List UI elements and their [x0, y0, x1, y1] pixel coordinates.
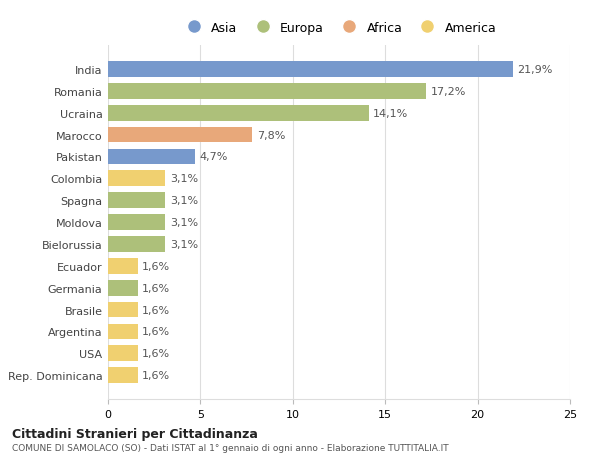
- Text: 1,6%: 1,6%: [142, 283, 170, 293]
- Bar: [108, 258, 137, 274]
- Text: 21,9%: 21,9%: [517, 65, 553, 75]
- Bar: [108, 128, 252, 143]
- Bar: [108, 149, 195, 165]
- Text: Cittadini Stranieri per Cittadinanza: Cittadini Stranieri per Cittadinanza: [12, 427, 258, 440]
- Text: 3,1%: 3,1%: [170, 196, 198, 206]
- Bar: [108, 280, 137, 296]
- Bar: [108, 62, 513, 78]
- Text: 3,1%: 3,1%: [170, 218, 198, 228]
- Bar: [108, 324, 137, 340]
- Text: 1,6%: 1,6%: [142, 370, 170, 381]
- Bar: [108, 346, 137, 361]
- Bar: [108, 171, 165, 187]
- Bar: [108, 106, 368, 121]
- Text: 7,8%: 7,8%: [257, 130, 285, 140]
- Text: 17,2%: 17,2%: [430, 87, 466, 97]
- Text: 3,1%: 3,1%: [170, 174, 198, 184]
- Bar: [108, 302, 137, 318]
- Text: 14,1%: 14,1%: [373, 108, 409, 118]
- Text: 3,1%: 3,1%: [170, 240, 198, 249]
- Bar: [108, 236, 165, 252]
- Text: 4,7%: 4,7%: [199, 152, 228, 162]
- Text: 1,6%: 1,6%: [142, 261, 170, 271]
- Text: 1,6%: 1,6%: [142, 305, 170, 315]
- Bar: [108, 193, 165, 209]
- Bar: [108, 84, 426, 100]
- Text: 1,6%: 1,6%: [142, 348, 170, 358]
- Bar: [108, 215, 165, 230]
- Text: COMUNE DI SAMOLACO (SO) - Dati ISTAT al 1° gennaio di ogni anno - Elaborazione T: COMUNE DI SAMOLACO (SO) - Dati ISTAT al …: [12, 443, 449, 452]
- Text: 1,6%: 1,6%: [142, 327, 170, 337]
- Bar: [108, 368, 137, 383]
- Legend: Asia, Europa, Africa, America: Asia, Europa, Africa, America: [176, 17, 502, 40]
